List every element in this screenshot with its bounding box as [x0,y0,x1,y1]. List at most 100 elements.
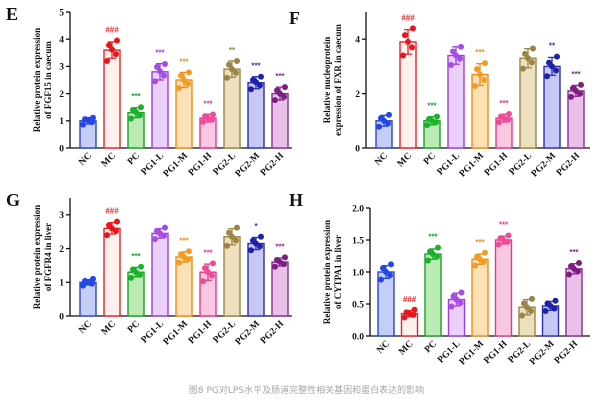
x-tick-label: PG1-M [162,319,190,347]
data-point [474,66,480,73]
y-axis-label: of FGF15 in caecum [43,41,53,119]
x-tick-label: PG2-H [259,151,287,179]
data-point [525,55,531,62]
data-point [378,276,384,283]
data-point [226,61,232,68]
y-tick-label: 0 [59,144,64,154]
x-tick-label: PG2-M [530,151,558,179]
significance-label: ### [401,13,415,22]
bar-pg1-m [175,256,193,317]
y-axis-label: expression of FXR in caecum [333,24,343,136]
significance-label: *** [569,248,579,257]
data-point [80,121,86,128]
data-point [495,241,502,248]
data-point [248,86,254,93]
x-tick-label: MC [100,319,118,337]
data-point [138,263,144,270]
data-point [570,85,576,92]
x-tick-label: PG1-M [458,151,486,179]
data-point [282,84,288,91]
x-tick-label: MC [397,339,415,357]
y-tick-label: 5 [59,8,64,18]
data-point [176,85,182,92]
y-tick-label: 3 [59,63,64,73]
data-point [498,113,504,120]
data-point [424,122,430,129]
data-point [186,69,192,76]
data-point [210,260,216,267]
data-point [161,72,167,79]
data-point [481,77,487,83]
significance-label: * [254,222,258,231]
data-point [185,80,191,87]
data-point [109,46,115,53]
data-point [224,242,230,249]
data-point [426,116,432,123]
data-point [497,235,504,242]
data-point [448,62,454,69]
bar-mc [103,227,121,317]
data-point [482,249,488,256]
data-point [178,251,184,258]
data-point [82,116,88,123]
significance-label: *** [499,221,509,230]
significance-label: ### [105,207,119,216]
data-point [106,222,112,229]
x-tick-label: PG2-M [528,339,556,367]
data-point [90,275,96,282]
panel-letter: H [289,190,303,210]
significance-label: ### [105,26,119,35]
data-point [458,43,464,50]
y-tick-label: 2.0 [352,204,364,214]
data-point [226,229,232,236]
data-point [376,123,382,130]
chart-panel-g: G Relative protein expression of FGFR4 in … [6,190,292,347]
y-tick-label: 1 [59,279,64,289]
data-point [505,232,512,239]
bar-pg1-m [471,258,489,337]
data-point [90,114,96,121]
significance-label: *** [275,72,285,81]
x-tick-label: NC [373,151,390,168]
y-tick-label: 1.0 [352,268,364,278]
data-point [457,55,463,62]
significance-label: *** [475,238,485,247]
data-point [233,69,239,76]
panel-letter: E [6,4,18,24]
data-point [224,74,230,81]
figure-caption: 图8 PG对LPS水平及肠道完整性相关基因和蛋白表达的影响 [188,386,425,396]
data-point [82,277,88,284]
data-point [152,236,158,243]
data-point [154,227,160,234]
data-point [138,104,144,111]
data-point [403,309,410,316]
data-point [578,81,584,88]
x-tick-label: PG1-H [187,319,215,347]
data-point [130,106,136,113]
data-point [154,63,160,70]
data-point [80,282,86,289]
x-tick-label: PG2-H [553,339,581,367]
data-point [410,25,416,32]
data-point [162,224,168,231]
x-tick-label: PG1-H [483,151,511,179]
x-tick-label: PC [423,339,439,355]
data-point [209,272,215,279]
data-point [202,113,208,120]
data-point [176,259,182,266]
x-tick-label: PG1-H [482,339,510,367]
significance-label: *** [499,99,509,108]
data-point [387,272,393,279]
x-tick-label: NC [375,339,392,356]
significance-label: *** [179,57,189,66]
data-point [274,257,280,264]
data-point [234,57,240,64]
significance-label: *** [571,70,581,79]
data-point [272,97,278,104]
data-point [405,38,411,45]
bar-pg2-h [565,268,583,337]
data-point [506,111,512,117]
y-tick-label: 2 [355,90,360,100]
data-point [380,265,386,272]
significance-label: ** [549,42,556,51]
